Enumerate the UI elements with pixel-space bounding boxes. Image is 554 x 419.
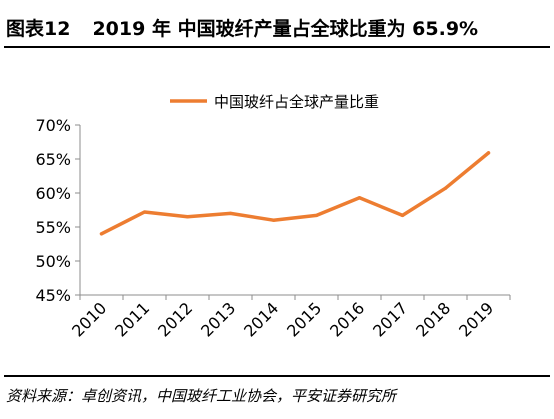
x-tick-label: 2015 — [283, 298, 325, 340]
y-tick-label: 60% — [35, 184, 71, 203]
x-tick-label: 2018 — [412, 298, 454, 340]
y-tick-label: 45% — [35, 286, 71, 305]
figure-title: 图表12 2019 年 中国玻纤产量占全球比重为 65.9% — [6, 14, 478, 41]
x-tick-label: 2010 — [68, 298, 110, 340]
data-point — [314, 213, 319, 218]
data-point — [400, 213, 405, 218]
y-tick-label: 50% — [35, 252, 71, 271]
series-line — [99, 151, 491, 236]
source-divider — [4, 375, 550, 377]
x-tick-label: 2014 — [240, 298, 282, 340]
x-tick-label: 2016 — [326, 298, 368, 340]
line-chart: 45%50%55%60%65%70%2010 2011 2012 2013 2014 20… — [35, 93, 511, 341]
y-tick-label: 65% — [35, 150, 71, 169]
data-point — [443, 186, 448, 190]
data-point — [99, 232, 104, 236]
y-tick-label: 70% — [35, 116, 71, 135]
data-point — [486, 151, 491, 155]
data-point — [271, 218, 276, 222]
x-tick-label: 2011 — [111, 298, 153, 340]
y-tick-label: 55% — [35, 218, 71, 237]
legend-label: 中国玻纤占全球产量比重 — [214, 93, 379, 111]
figure-title-text: 2019 年 中国玻纤产量占全球比重为 65.9% — [92, 18, 479, 40]
x-tick-label: 2012 — [154, 298, 196, 340]
data-point — [142, 210, 147, 214]
x-tick-label: 2017 — [369, 298, 411, 340]
x-tick-label: 2019 — [455, 298, 497, 340]
x-tick-label: 2013 — [197, 298, 239, 340]
data-point — [185, 215, 190, 219]
data-point — [228, 211, 233, 215]
source-note: 资料来源：卓创资讯，中国玻纤工业协会，平安证券研究所 — [6, 387, 397, 405]
title-divider — [4, 46, 550, 48]
figure-label: 图表12 — [6, 18, 71, 40]
data-point — [357, 196, 362, 200]
